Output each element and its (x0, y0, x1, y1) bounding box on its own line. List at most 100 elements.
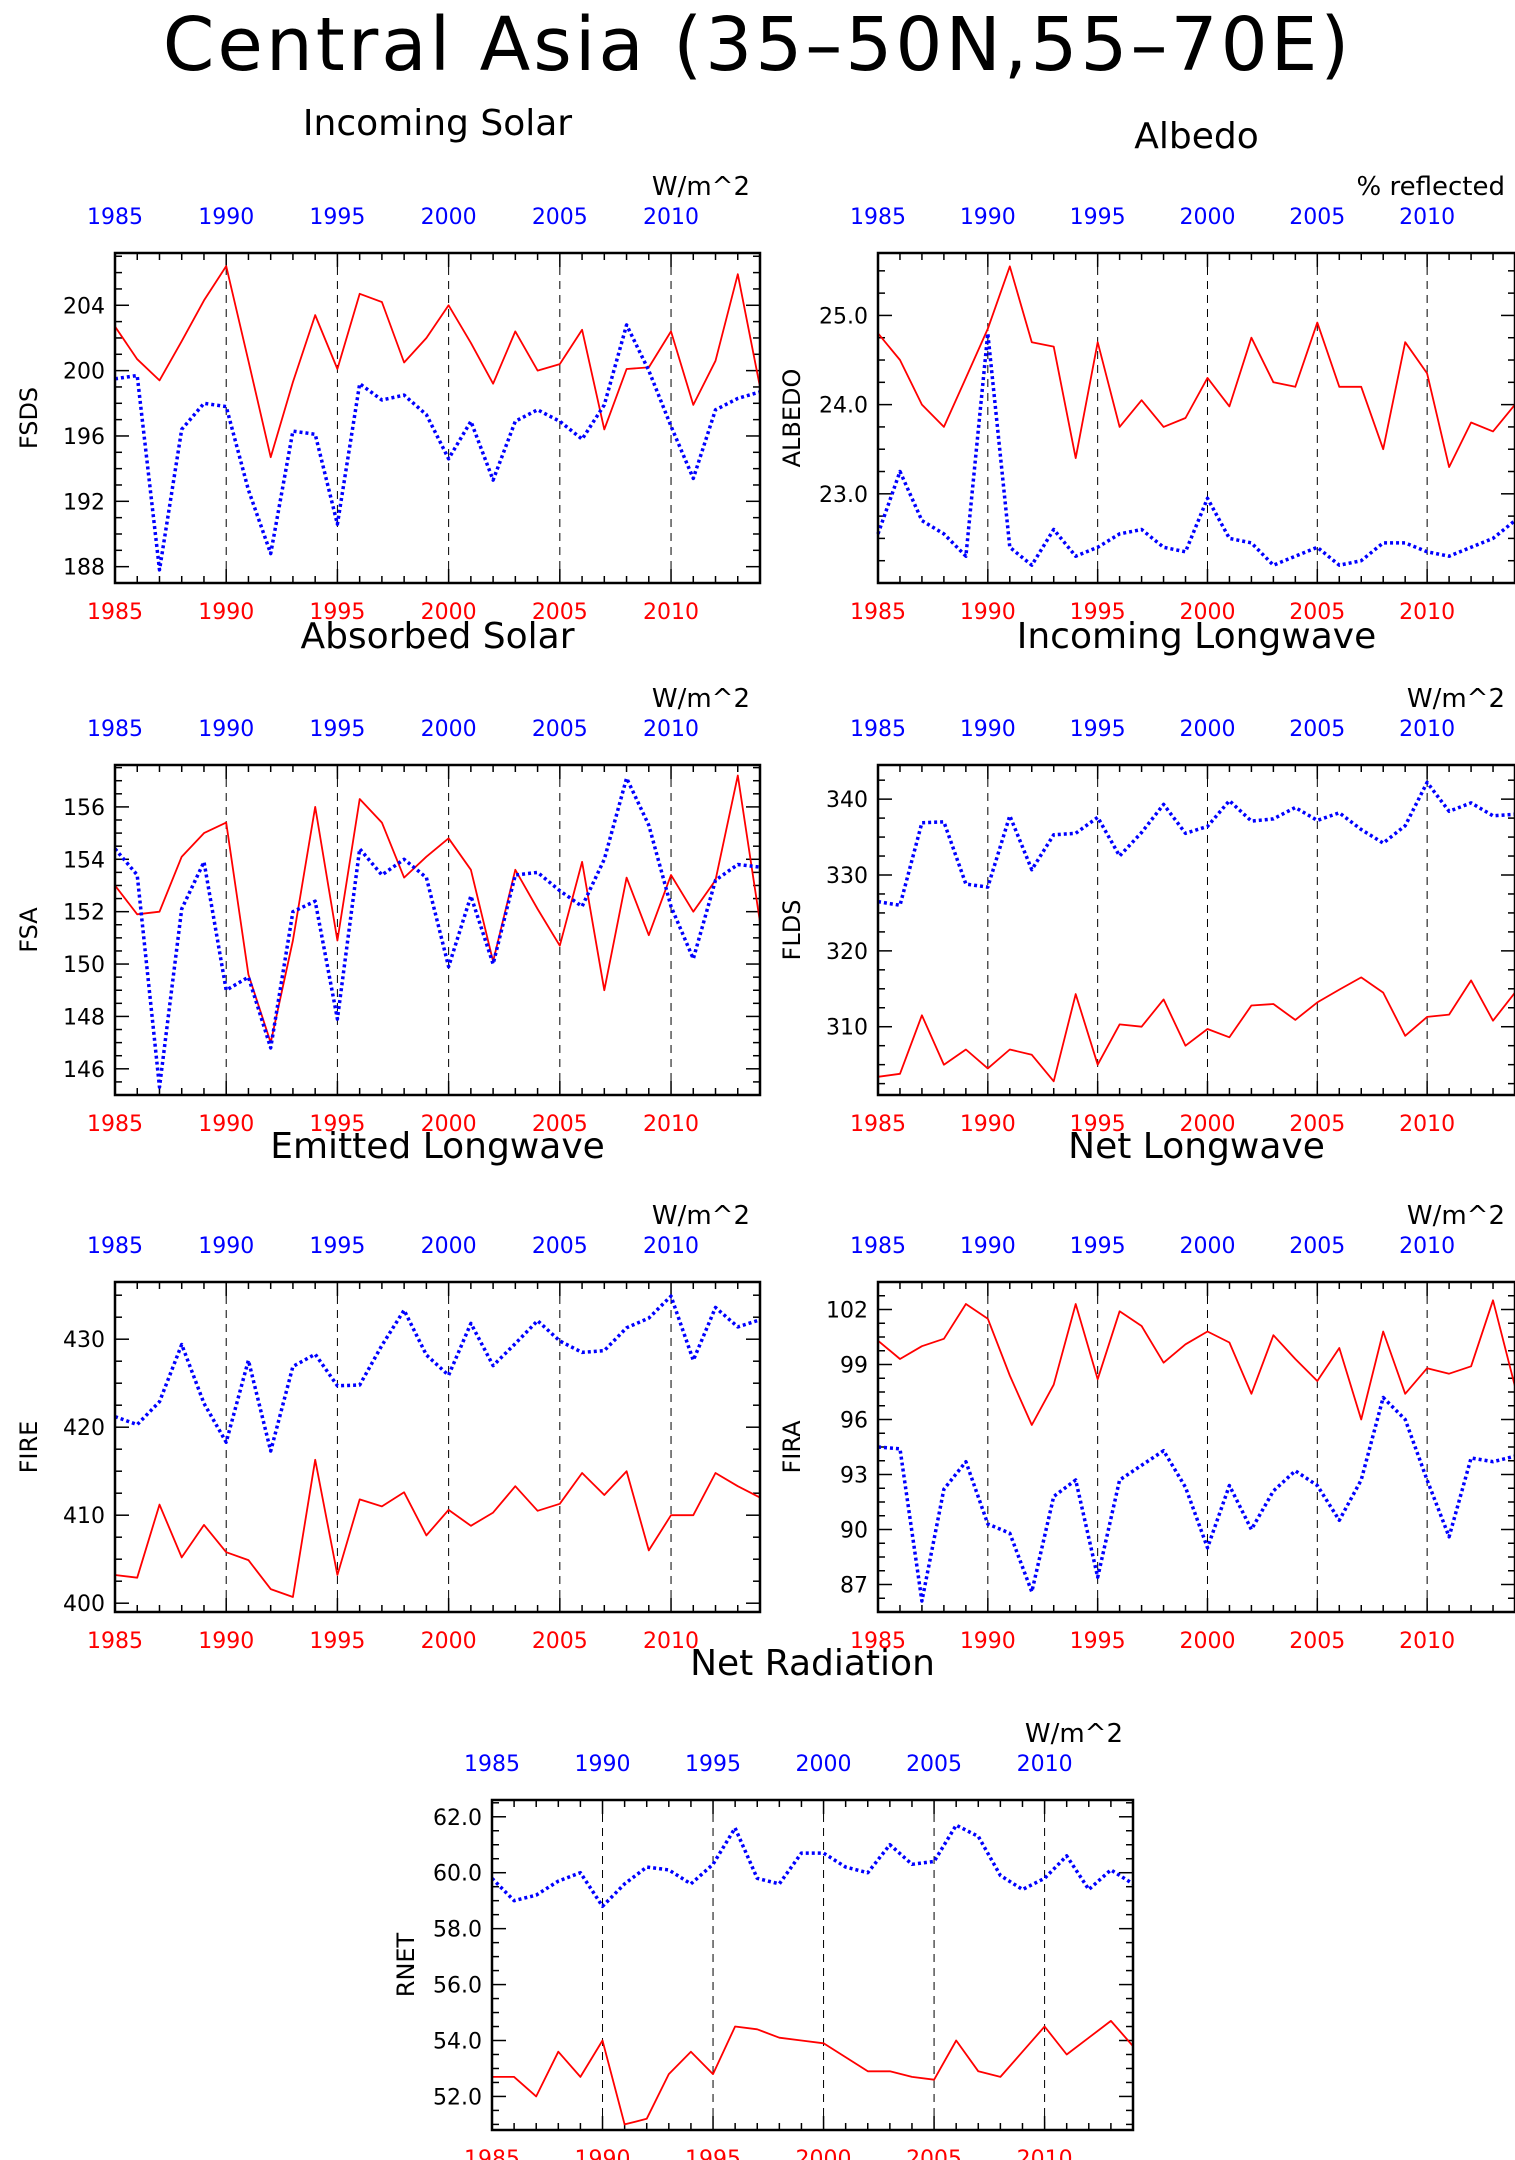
x-tick-label-top: 1985 (850, 717, 906, 742)
y-tick-label: 188 (63, 556, 105, 581)
y-tick-label: 430 (63, 1328, 105, 1353)
y-tick-label: 152 (63, 901, 105, 926)
panel-albedo: Albedo % reflected 1985 1985 1990 1990 1995 199… (778, 116, 1515, 625)
x-tick-label-top: 1990 (960, 1234, 1016, 1259)
x-tick-label-bottom: 1990 (960, 600, 1016, 625)
plot-frame (490, 1798, 1135, 2132)
x-tick-label-top: 2000 (421, 205, 477, 230)
panel-net-longwave: Net Longwave W/m^2 1985 1985 1990 1990 1995 199… (778, 1126, 1515, 1654)
x-tick-label-top: 1990 (198, 717, 254, 742)
x-tick-label-bottom: 1985 (87, 1112, 143, 1137)
x-tick-label-bottom: 1985 (87, 1629, 143, 1654)
y-tick-label: 200 (63, 360, 105, 385)
x-tick-label-bottom: 2000 (421, 1112, 477, 1137)
y-tick-label: 25.0 (819, 304, 868, 329)
units-label: W/m^2 (652, 172, 750, 202)
y-tick-label: 99 (840, 1354, 868, 1379)
series-line-dotted (877, 780, 1515, 908)
x-tick-label-top: 1995 (309, 717, 365, 742)
x-tick-label-bottom: 1990 (960, 1112, 1016, 1137)
plot-frame (113, 763, 762, 1097)
y-tick-label: 60.0 (433, 1862, 482, 1887)
y-axis-label: FSDS (15, 387, 43, 449)
y-tick-label: 96 (840, 1409, 868, 1434)
series-line-solid (877, 265, 1515, 469)
x-tick-label-top: 1990 (575, 1752, 631, 1777)
series-line-dotted (877, 1395, 1515, 1603)
panel-title: Net Radiation (690, 1643, 935, 1684)
x-tick-label-bottom: 2010 (1399, 600, 1455, 625)
x-tick-label-bottom: 2005 (532, 1629, 588, 1654)
y-tick-label: 154 (63, 848, 105, 873)
x-tick-label-bottom: 1995 (309, 1629, 365, 1654)
x-tick-label-bottom: 1985 (87, 600, 143, 625)
x-tick-label-bottom: 1995 (1070, 1112, 1126, 1137)
x-tick-label-top: 1985 (87, 717, 143, 742)
x-tick-label-bottom: 2000 (796, 2147, 852, 2160)
y-tick-label: 310 (826, 1016, 868, 1041)
y-tick-label: 410 (63, 1504, 105, 1529)
x-tick-label-bottom: 1995 (309, 1112, 365, 1137)
series-line-solid (114, 774, 761, 1044)
x-tick-label-bottom: 1985 (850, 1112, 906, 1137)
x-tick-label-top: 1990 (960, 717, 1016, 742)
panel-emitted-longwave: Emitted Longwave W/m^2 1985 1985 1990 1990 199… (15, 1126, 762, 1654)
series-line-dotted (113, 776, 761, 1089)
y-tick-label: 52.0 (433, 2085, 482, 2110)
units-label: W/m^2 (652, 684, 750, 714)
x-tick-label-top: 1995 (1070, 205, 1126, 230)
x-tick-label-top: 2005 (1289, 717, 1345, 742)
x-tick-label-bottom: 1995 (685, 2147, 741, 2160)
x-tick-label-bottom: 2010 (643, 1629, 699, 1654)
y-tick-label: 146 (63, 1058, 105, 1083)
series-line-solid (114, 265, 761, 459)
x-tick-label-top: 2010 (643, 717, 699, 742)
y-axis-label: ALBEDO (778, 369, 806, 468)
series-line-dotted (114, 1294, 761, 1453)
x-tick-label-bottom: 1995 (1070, 600, 1126, 625)
series-line-solid (877, 976, 1515, 1083)
x-tick-label-bottom: 2005 (532, 600, 588, 625)
panel-net-radiation: Net Radiation W/m^2 1985 1985 1990 1990 1995 19… (392, 1643, 1135, 2160)
y-tick-label: 400 (63, 1592, 105, 1617)
page-title: Central Asia (35–50N,55–70E) (162, 2, 1353, 88)
x-tick-label-top: 2010 (1399, 717, 1455, 742)
x-tick-label-bottom: 1985 (464, 2147, 520, 2160)
x-tick-label-bottom: 2000 (421, 600, 477, 625)
y-tick-label: 62.0 (433, 1806, 482, 1831)
x-tick-label-bottom: 1985 (850, 600, 906, 625)
x-tick-label-bottom: 1990 (198, 1629, 254, 1654)
x-tick-label-top: 2005 (532, 1234, 588, 1259)
x-tick-label-bottom: 2000 (421, 1629, 477, 1654)
x-tick-label-bottom: 1995 (309, 600, 365, 625)
y-tick-label: 90 (840, 1519, 868, 1544)
y-tick-label: 56.0 (433, 1974, 482, 1999)
x-tick-label-bottom: 2010 (1017, 2147, 1073, 2160)
y-tick-label: 23.0 (819, 483, 868, 508)
plot-frame (113, 251, 762, 585)
y-tick-label: 320 (826, 940, 868, 965)
panel-title: Albedo (1134, 116, 1259, 157)
y-tick-label: 420 (63, 1416, 105, 1441)
x-tick-label-bottom: 1985 (850, 1629, 906, 1654)
x-tick-label-top: 2005 (532, 205, 588, 230)
panel-incoming-longwave: Incoming Longwave W/m^2 1985 1985 1990 1990 19… (778, 616, 1515, 1137)
y-axis-label: FSA (15, 907, 43, 953)
units-label: W/m^2 (1407, 684, 1505, 714)
x-tick-label-top: 2000 (1179, 717, 1235, 742)
x-tick-label-top: 1995 (309, 205, 365, 230)
x-tick-label-top: 2010 (1399, 205, 1455, 230)
x-tick-label-bottom: 1990 (960, 1629, 1016, 1654)
plot-frame (876, 251, 1515, 585)
plot-frame (113, 1280, 762, 1614)
y-axis-label: FIRA (778, 1420, 806, 1474)
x-tick-label-top: 2010 (643, 205, 699, 230)
x-tick-label-top: 2000 (421, 717, 477, 742)
series-line-dotted (114, 323, 761, 572)
y-tick-label: 204 (63, 294, 105, 319)
x-tick-label-top: 1985 (850, 1234, 906, 1259)
x-tick-label-top: 1995 (309, 1234, 365, 1259)
x-tick-label-bottom: 2010 (1399, 1112, 1455, 1137)
panel-title: Incoming Longwave (1017, 616, 1377, 657)
x-tick-label-bottom: 2000 (1179, 600, 1235, 625)
